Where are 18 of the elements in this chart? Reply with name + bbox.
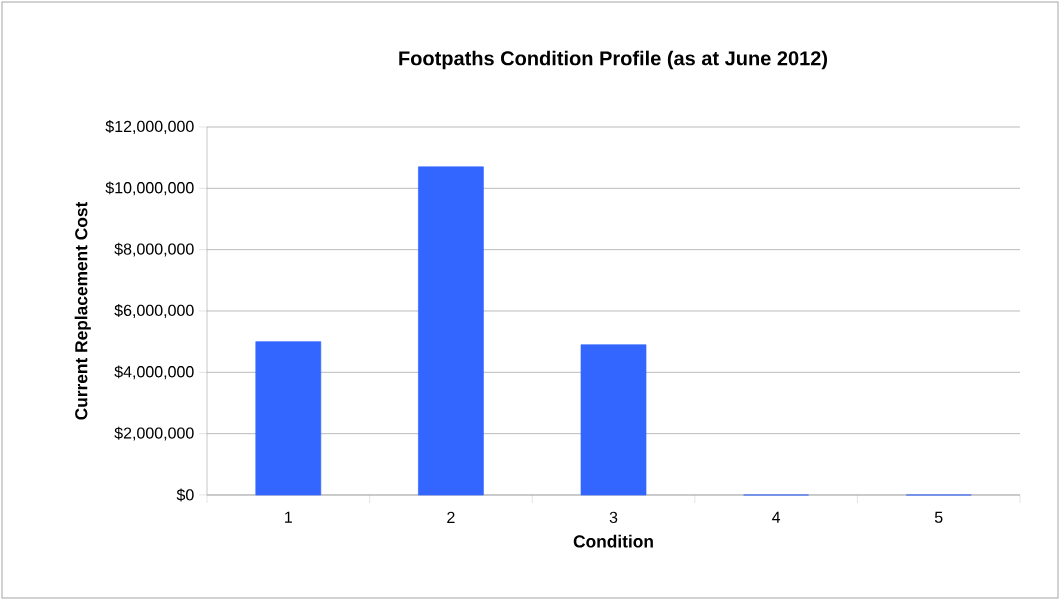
x-axis-title: Condition <box>573 534 653 548</box>
y-tick-label: $12,000,000 <box>105 120 194 134</box>
bar <box>255 341 322 496</box>
y-tick-label: $10,000,000 <box>105 181 194 196</box>
y-axis-title: Current Replacement Cost <box>74 201 91 420</box>
bar <box>418 166 484 496</box>
x-tick-label: 2 <box>447 511 455 523</box>
x-tick-label: 1 <box>285 511 292 523</box>
y-tick-label: $2,000,000 <box>114 426 194 441</box>
y-tick-label: $4,000,000 <box>114 365 194 380</box>
y-tick-label: $8,000,000 <box>114 242 194 257</box>
y-tick-label: $6,000,000 <box>114 304 194 318</box>
x-tick-label: 5 <box>934 511 943 523</box>
chart-title: Footpaths Condition Profile (as at June 2012) <box>399 50 828 70</box>
y-tick-label: $0 <box>176 488 194 502</box>
x-tick-label: 4 <box>772 511 781 523</box>
bar <box>580 344 647 496</box>
x-tick-label: 3 <box>609 511 618 524</box>
